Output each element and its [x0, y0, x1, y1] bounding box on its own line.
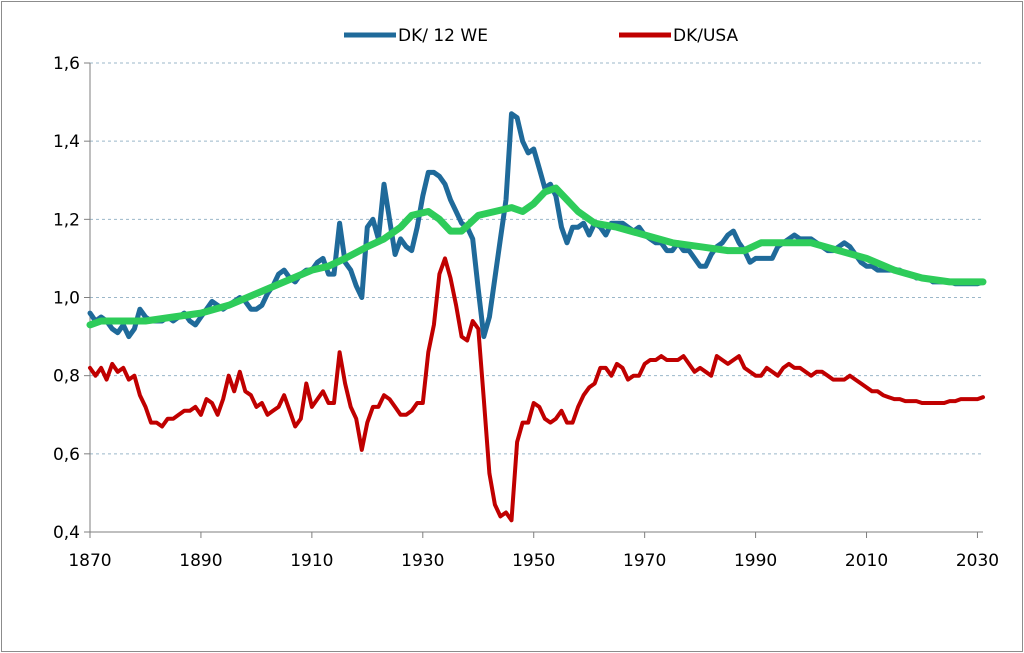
y-tick-label: 1,4: [53, 132, 80, 152]
x-tick-label: 2010: [845, 551, 888, 571]
x-tick-label: 2030: [956, 551, 999, 571]
legend-label: DK/USA: [673, 26, 739, 46]
gridlines: [90, 62, 983, 455]
y-tick-label: 1,0: [53, 289, 80, 309]
series-line-3: [86, 184, 987, 329]
series-lines: [86, 111, 987, 523]
y-tick-label: 0,6: [53, 445, 80, 465]
x-tick-label: 1950: [512, 551, 555, 571]
x-tick-label: 1910: [290, 551, 333, 571]
x-tick-label: 1890: [179, 551, 222, 571]
x-tick-label: 1990: [734, 551, 777, 571]
x-tick-label: 1870: [68, 551, 111, 571]
y-tick-label: 1,2: [53, 210, 80, 230]
series-line-2: [88, 256, 985, 523]
x-tick-label: 1930: [401, 551, 444, 571]
legend-label: DK/ 12 WE: [398, 26, 488, 46]
x-tick-label: 1970: [623, 551, 666, 571]
y-tick-label: 1,6: [53, 54, 80, 74]
legend: DK/ 12 WE DK/USA: [344, 26, 739, 46]
y-tick-label: 0,8: [53, 367, 80, 387]
y-tick-label: 0,4: [53, 523, 80, 543]
axes: [84, 62, 983, 538]
x-tick-labels: 1870 1890 1910 1930 1950 1970 1990 2010 2030: [68, 551, 999, 571]
y-tick-labels: 0,4 0,6 0,8 1,0 1,2 1,4 1,6: [53, 54, 80, 543]
